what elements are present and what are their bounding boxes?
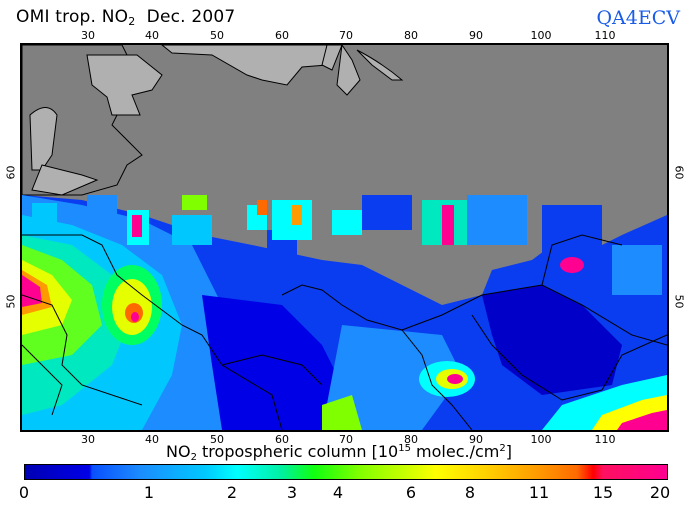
colorbar-tick: 3 — [286, 483, 298, 502]
lon-tick-bottom: 90 — [469, 433, 483, 446]
label-unit-exponent: 2 — [499, 443, 506, 454]
lon-tick-bottom: 50 — [210, 433, 224, 446]
lon-tick-top: 40 — [145, 29, 159, 42]
label-unit: molec./cm — [410, 442, 500, 461]
map-canvas — [22, 45, 667, 430]
lon-tick-bottom: 30 — [81, 433, 95, 446]
brand-label: QA4ECV — [596, 7, 680, 29]
colorbar-tick: 15 — [592, 483, 614, 502]
lat-tick-left: 60 — [4, 165, 18, 180]
title-date: Dec. 2007 — [146, 7, 236, 27]
label-sub: 2 — [190, 452, 197, 463]
colorbar-tick: 6 — [405, 483, 417, 502]
title-text: OMI trop. NO — [16, 7, 129, 27]
frame-tick — [20, 43, 669, 45]
lat-tick-right: 50 — [672, 294, 686, 309]
lon-tick-bottom: 70 — [339, 433, 353, 446]
colorbar-tick: 0 — [18, 483, 30, 502]
lon-tick-bottom: 80 — [404, 433, 418, 446]
lon-tick-top: 70 — [339, 29, 353, 42]
no2-map — [20, 43, 669, 432]
lon-tick-top: 30 — [81, 29, 95, 42]
colorbar-label: NO2 tropospheric column [1015 molec./cm2… — [166, 442, 512, 463]
lon-tick-bottom: 60 — [275, 433, 289, 446]
lon-tick-bottom: 100 — [530, 433, 552, 446]
colorbar-tick: 20 — [649, 483, 671, 502]
lon-tick-top: 60 — [275, 29, 289, 42]
colorbar-tick: 11 — [528, 483, 550, 502]
label-no: NO — [166, 442, 191, 461]
lon-tick-top: 100 — [530, 29, 552, 42]
lon-tick-bottom: 40 — [145, 433, 159, 446]
no2-scattered-patches — [32, 195, 662, 295]
lon-tick-bottom: 110 — [594, 433, 616, 446]
label-end: ] — [505, 442, 512, 461]
colorbar-tick: 2 — [226, 483, 238, 502]
title-subscript: 2 — [128, 15, 136, 28]
lon-tick-top: 110 — [594, 29, 616, 42]
lon-tick-top: 50 — [210, 29, 224, 42]
colorbar-tick: 4 — [332, 483, 344, 502]
no2-data-layer — [22, 195, 667, 430]
colorbar-tick: 1 — [143, 483, 155, 502]
lon-tick-top: 80 — [404, 29, 418, 42]
label-exponent: 15 — [398, 443, 411, 454]
colorbar — [24, 464, 668, 480]
lon-tick-top: 90 — [469, 29, 483, 42]
map-title: OMI trop. NO2 Dec. 2007 — [16, 7, 235, 28]
colorbar-tick: 8 — [464, 483, 476, 502]
label-mid: tropospheric column [10 — [196, 442, 399, 461]
lat-tick-left: 50 — [4, 294, 18, 309]
lat-tick-right: 60 — [672, 165, 686, 180]
